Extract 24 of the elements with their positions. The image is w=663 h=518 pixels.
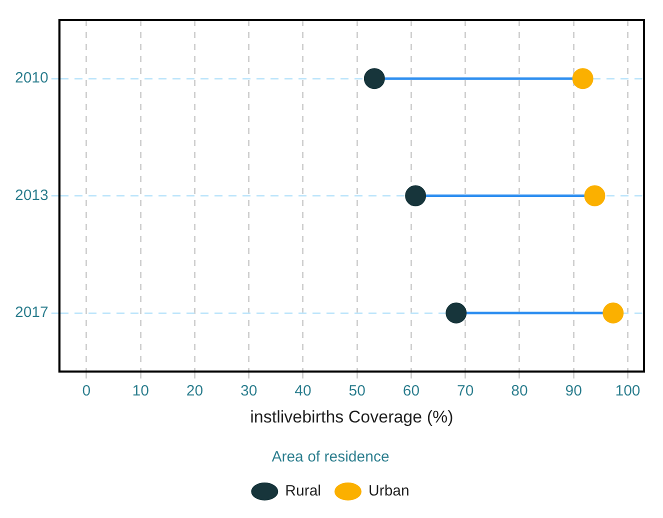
x-tick-label: 80	[511, 382, 528, 400]
point	[584, 185, 606, 206]
x-tick-label: 70	[457, 382, 474, 400]
legend-label: Rural	[285, 482, 322, 500]
x-tick-label: 100	[615, 382, 640, 400]
y-tick-label: 2010	[14, 70, 48, 87]
point	[446, 302, 467, 324]
point	[364, 68, 385, 90]
y-tick-label: 2013	[14, 186, 48, 204]
x-tick-label: 20	[186, 382, 204, 400]
x-tick-label: 40	[294, 382, 312, 400]
y-tick-label: 2017	[14, 304, 48, 322]
legend-title: Area of residence	[272, 448, 390, 466]
x-tick-label: 50	[348, 382, 366, 400]
point	[572, 68, 594, 90]
legend-label: Urban	[368, 482, 410, 500]
point	[602, 302, 624, 324]
point	[405, 185, 426, 206]
x-axis-title: instlivebirths Coverage (%)	[250, 407, 454, 426]
x-tick-label: 30	[240, 382, 258, 400]
x-tick-label: 0	[82, 382, 91, 400]
x-tick-label: 90	[565, 382, 582, 400]
x-tick-label: 60	[402, 382, 420, 400]
x-tick-label: 10	[132, 382, 149, 400]
